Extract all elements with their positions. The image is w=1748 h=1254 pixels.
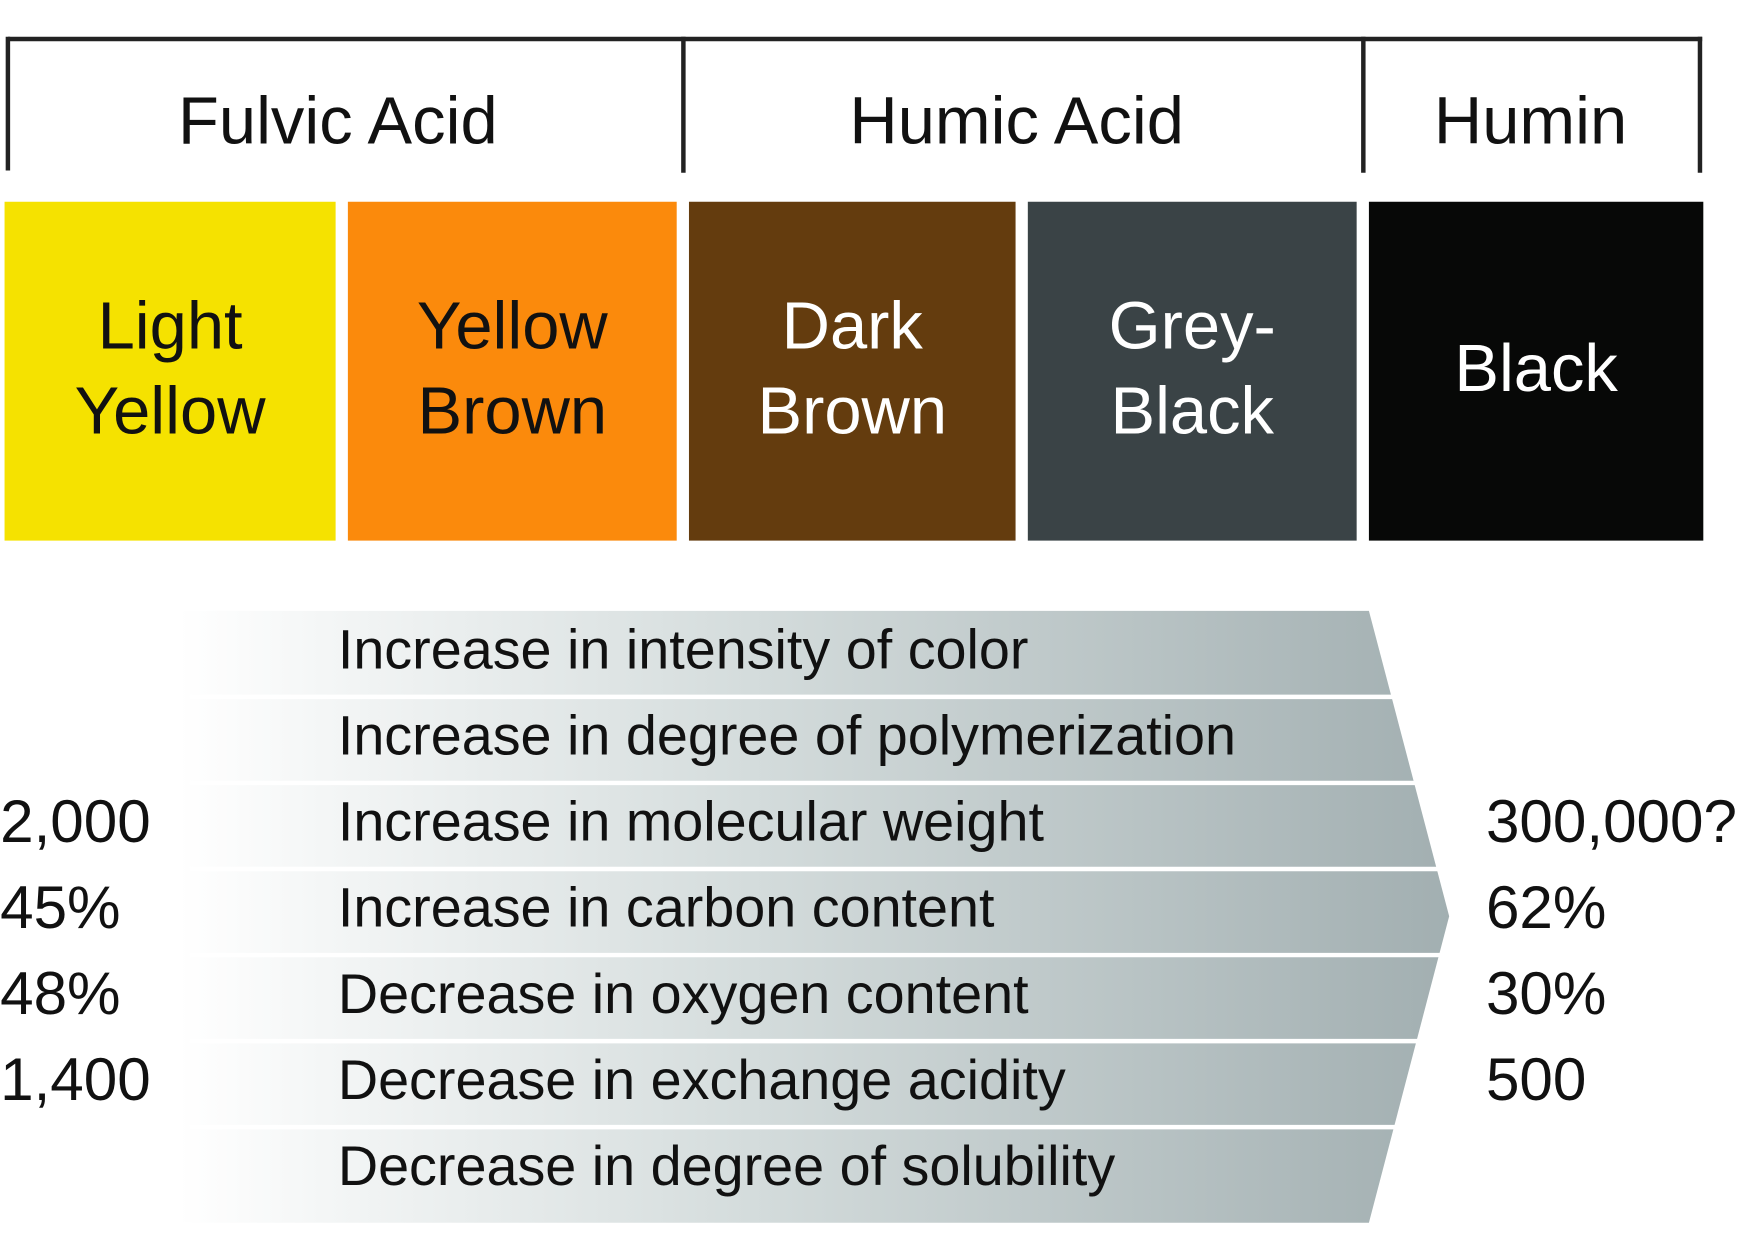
color-box [1027, 201, 1357, 541]
color-label: Brown [418, 373, 608, 448]
color-label: Black [1110, 373, 1274, 448]
color-label: Grey- [1109, 289, 1276, 364]
row-label: Decrease in oxygen content [338, 963, 1029, 1025]
row-label: Decrease in degree of solubility [338, 1135, 1116, 1197]
color-box [4, 201, 336, 541]
trend-arrow [178, 610, 1450, 1223]
color-box [347, 201, 677, 541]
left-value: 1,400 [0, 1046, 151, 1113]
right-value: 62% [1486, 874, 1606, 941]
row-label: Increase in carbon content [338, 877, 995, 939]
color-box [1368, 201, 1704, 541]
color-label: Yellow [417, 289, 609, 364]
left-value: 2,000 [0, 788, 151, 855]
right-value: 30% [1486, 960, 1606, 1027]
right-value: 300,000? [1486, 788, 1737, 855]
row-label: Increase in degree of polymerization [338, 705, 1236, 767]
color-label: Black [1454, 331, 1618, 406]
left-value: 45% [0, 874, 120, 941]
color-box [688, 201, 1016, 541]
color-label: Light [98, 289, 243, 364]
row-label: Increase in intensity of color [338, 619, 1029, 681]
left-value: 48% [0, 960, 120, 1027]
group-label: Humic Acid [849, 84, 1183, 159]
right-value: 500 [1486, 1046, 1586, 1113]
bracket [5, 36, 1703, 173]
color-label: Brown [757, 373, 947, 448]
color-label: Yellow [75, 373, 267, 448]
group-label: Humin [1434, 84, 1627, 159]
group-label: Fulvic Acid [178, 84, 498, 159]
row-label: Increase in molecular weight [338, 791, 1045, 853]
color-label: Dark [782, 289, 924, 364]
row-label: Decrease in exchange acidity [338, 1049, 1066, 1111]
